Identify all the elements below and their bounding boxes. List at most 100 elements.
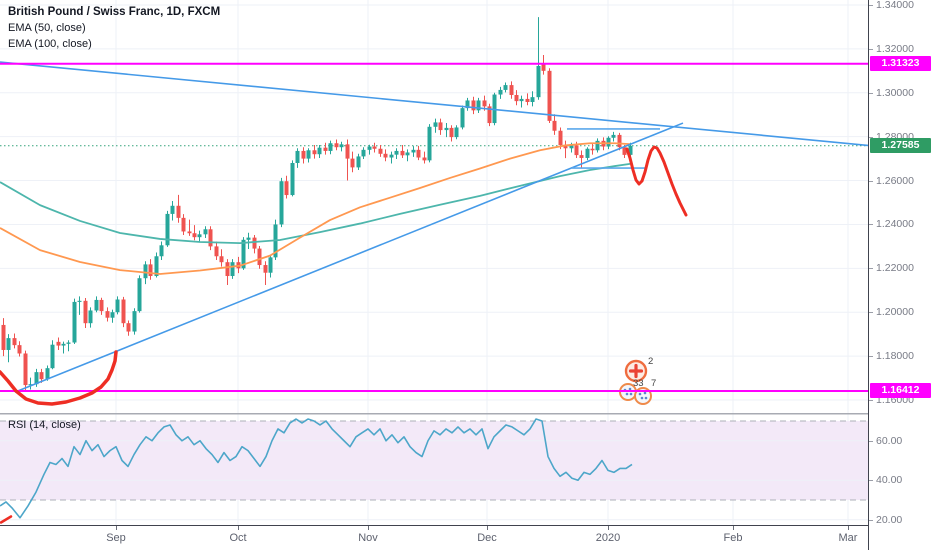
candle-body [628, 145, 633, 155]
candle-body [279, 181, 284, 225]
candle-body [328, 143, 333, 151]
candle-body [290, 163, 295, 196]
candle-body [192, 233, 197, 238]
emoji-dot [625, 392, 629, 396]
candle-body [487, 106, 492, 124]
candle-body [498, 89, 503, 95]
rsi-tick-label: 40.00 [868, 474, 903, 487]
candle-body [132, 311, 137, 332]
candle-body [438, 122, 443, 131]
candle-body [257, 248, 262, 266]
candle-body [530, 97, 535, 102]
candle-body [579, 155, 584, 158]
candle-body [378, 148, 383, 154]
red-fragment [0, 515, 13, 524]
sticker-cluster: 2 33 7 [619, 356, 656, 405]
month-label-oct: Oct [229, 532, 247, 544]
price-pane[interactable]: 2 33 7 [0, 0, 868, 413]
candle-body [181, 217, 186, 232]
month-label-feb: Feb [723, 532, 743, 544]
candle-body [383, 153, 388, 158]
candle-body [6, 338, 11, 350]
price-tick-label: 1.20000 [869, 306, 914, 319]
candle-body [460, 108, 465, 128]
candle-body [433, 122, 438, 127]
candle-body [230, 262, 235, 277]
month-label-2020: 2020 [595, 532, 621, 544]
candle-body [94, 299, 99, 311]
candle-body [56, 341, 61, 346]
rsi-legend[interactable]: RSI (14, close) [8, 419, 81, 431]
candle-body [312, 150, 317, 155]
red-projection-drawing [625, 145, 688, 217]
candle-body [606, 137, 611, 147]
candle-body [400, 150, 405, 156]
candle-body [66, 342, 71, 344]
candle-body [203, 229, 208, 235]
candle-body [159, 245, 164, 257]
candle-body [126, 323, 131, 332]
plus-glyph-icon [628, 363, 644, 379]
month-label-nov: Nov [358, 532, 378, 544]
month-label-sep: Sep [106, 532, 126, 544]
candle-body [45, 368, 50, 380]
price-scale[interactable]: 1.34000 1.32000 1.30000 1.28000 1.26000 1.240… [868, 0, 932, 550]
candle-body [50, 344, 55, 369]
candle-body [444, 127, 449, 131]
candle-body [17, 345, 22, 354]
candle-body [165, 213, 170, 246]
candlestick-series [1, 17, 633, 391]
candle-body [482, 100, 487, 107]
candle-body [137, 278, 142, 312]
ascending-trendline [14, 122, 684, 393]
candle-body [389, 154, 394, 158]
candle-body [121, 299, 126, 324]
month-label-dec: Dec [477, 532, 497, 544]
candle-body [284, 181, 289, 196]
candle-body [110, 312, 115, 318]
candle-body [547, 70, 552, 121]
candle-body [519, 98, 524, 102]
candle-body [214, 246, 219, 257]
price-tick-label: 1.30000 [869, 86, 914, 99]
candle-body [622, 147, 627, 155]
month-tick [608, 526, 609, 530]
candle-body [465, 100, 470, 109]
candle-body [334, 143, 339, 148]
candle-body [105, 311, 110, 318]
plus-count: 2 [648, 356, 653, 367]
candle-body [585, 148, 590, 158]
candle-body [367, 146, 372, 150]
emoji-dot [643, 391, 647, 395]
rsi-band [0, 421, 868, 500]
red-arc-drawing [0, 350, 118, 406]
candle-body [148, 264, 153, 277]
candle-body [552, 120, 557, 131]
price-badge: 1.16412 [870, 383, 931, 399]
month-tick [848, 526, 849, 530]
candle-body [339, 144, 344, 148]
candle-body [394, 150, 399, 155]
candle-body [476, 100, 481, 111]
candle-body [454, 127, 459, 138]
time-axis[interactable]: Sep Oct Nov Dec 2020 Feb Mar [0, 525, 868, 550]
candle-body [611, 134, 616, 138]
month-tick [368, 526, 369, 530]
candle-body [241, 239, 246, 269]
month-tick [733, 526, 734, 530]
rsi-pane[interactable] [0, 413, 868, 550]
price-tick-label: 1.26000 [869, 174, 914, 187]
candle-body [115, 299, 120, 313]
candle-body [39, 372, 44, 380]
price-badge: 1.27585 [870, 138, 931, 154]
candle-body [77, 300, 82, 302]
price-badge: 1.31323 [870, 56, 931, 72]
candle-body [187, 231, 192, 234]
month-tick [487, 526, 488, 530]
candle-body [72, 301, 77, 343]
candle-body [1, 324, 6, 350]
candle-body [514, 94, 519, 102]
candle-body [427, 126, 432, 161]
candle-body [350, 158, 355, 168]
